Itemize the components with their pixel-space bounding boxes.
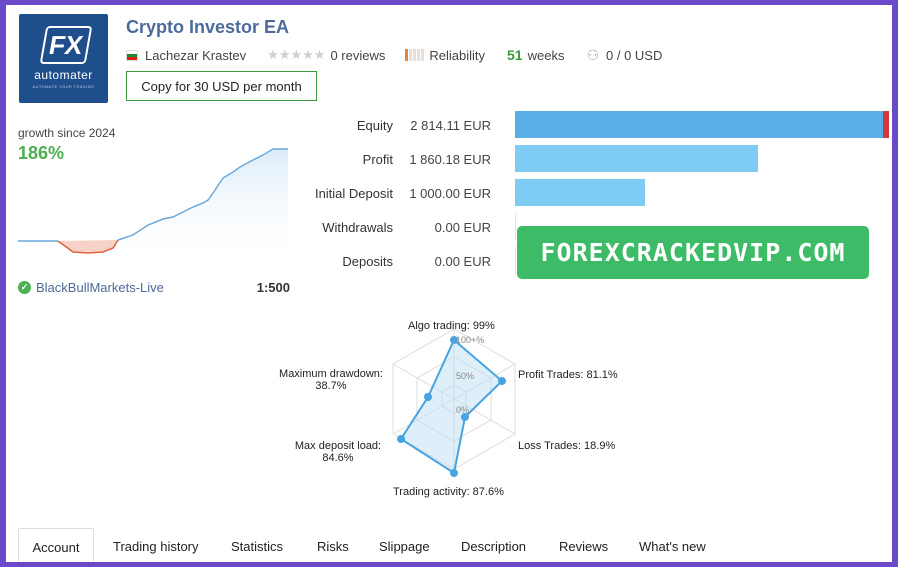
radar-label-activity: Trading activity: 87.6% [393, 486, 504, 498]
tab-slippage[interactable]: Slippage [379, 539, 430, 554]
withdrawals-value: 0.00 EUR [434, 220, 491, 235]
tab-description[interactable]: Description [461, 539, 527, 554]
logo-brand-name: automater [34, 68, 93, 82]
initial-deposit-label: Initial Deposit [314, 186, 393, 201]
deposits-value: 0.00 EUR [434, 254, 491, 269]
tab-bar: Account Trading history Statistics Risks… [18, 528, 888, 563]
reviews-count[interactable]: 0 reviews [330, 47, 386, 63]
deposits-label: Deposits [342, 254, 393, 269]
product-logo: FX automater AUTOMATE YOUR TRADING [19, 14, 108, 103]
radar-label-deposit-load: Max deposit load: 84.6% [288, 440, 388, 464]
growth-area [118, 149, 288, 265]
reliability-label: Reliability [429, 47, 486, 63]
radar-label-drawdown-line1: Maximum drawdown: [279, 368, 383, 380]
rating-stars-icon: ★★★★★ [267, 47, 326, 62]
tab-account[interactable]: Account [18, 528, 94, 562]
tab-statistics[interactable]: Statistics [231, 539, 284, 554]
equity-value: 2 814.11 EUR [410, 118, 491, 133]
equity-bar [515, 111, 883, 138]
radar-point-loss [461, 413, 469, 421]
copy-subscribe-button[interactable]: Copy for 30 USD per month [126, 71, 317, 101]
radar-point-profit [498, 377, 506, 385]
growth-value: 186% [18, 143, 65, 163]
verified-check-icon: ✓ [18, 280, 31, 294]
author-name[interactable]: Lachezar Krastev [145, 47, 247, 63]
bulgaria-flag-icon [126, 49, 138, 61]
reliability-icon [405, 49, 425, 61]
profit-value: 1 860.18 EUR [409, 152, 491, 167]
radar-label-algo: Algo trading: 99% [408, 320, 495, 332]
radar-point-drawdown [424, 393, 432, 401]
growth-line [117, 148, 288, 241]
radar-scale-0: 0% [456, 405, 469, 415]
growth-label: growth since 2024 [18, 126, 116, 140]
radar-label-deposit-load-line2: 84.6% [322, 452, 354, 464]
author-row: Lachezar Krastev ★★★★★ 0 reviews Reliabi… [126, 46, 662, 64]
radar-point-load [397, 435, 405, 443]
profit-label: Profit [362, 152, 393, 167]
tab-whats-new[interactable]: What's new [639, 539, 706, 554]
leverage-value: 1:500 [256, 279, 290, 295]
growth-drawdown-line [57, 239, 119, 254]
radar-chart: 100+% 50% 0% Algo trading: 99% Profit Tr… [270, 315, 650, 505]
radar-label-drawdown-line2: 38.7% [315, 380, 347, 392]
tab-risks[interactable]: Risks [317, 539, 349, 554]
broker-name[interactable]: BlackBullMarkets-Live [36, 279, 164, 295]
radar-label-drawdown: Maximum drawdown: 38.7% [272, 368, 390, 392]
radar-label-profit-trades: Profit Trades: 81.1% [518, 369, 618, 381]
withdrawals-label: Withdrawals [322, 220, 393, 235]
radar-label-deposit-load-line1: Max deposit load: [294, 440, 382, 452]
radar-point-activity [450, 469, 458, 477]
initial-deposit-value: 1 000.00 EUR [409, 186, 491, 201]
initial-deposit-bar [515, 179, 645, 206]
profit-bar [515, 145, 758, 172]
radar-point-algo [450, 336, 458, 344]
fx-logo-mark: FX [39, 26, 93, 64]
withdrawals-bar [515, 213, 516, 240]
deposits-bar [515, 247, 516, 274]
tab-trading-history[interactable]: Trading history [113, 539, 199, 554]
weeks-label: weeks [527, 47, 565, 63]
growth-sparkline-chart[interactable] [18, 145, 290, 265]
radar-value-area [399, 338, 504, 475]
radar-label-loss-trades: Loss Trades: 18.9% [518, 440, 616, 452]
weeks-value: 51 [507, 47, 523, 63]
subscribers-icon: ⚇ [586, 46, 600, 63]
logo-tagline: AUTOMATE YOUR TRADING [32, 84, 95, 89]
equity-label: Equity [356, 118, 393, 133]
tab-reviews[interactable]: Reviews [559, 539, 609, 554]
broker-row: ✓ BlackBullMarkets-Live 1:500 [18, 279, 290, 295]
product-title[interactable]: Crypto Investor EA [126, 17, 290, 37]
equity-bar-marker [883, 111, 889, 138]
growth-negative-area [58, 240, 118, 253]
watermark-banner: FOREXCRACKEDVIP.COM [517, 226, 869, 279]
subscribers-value: 0 / 0 USD [606, 47, 663, 63]
radar-scale-100: 100+% [456, 335, 484, 345]
radar-scale-50: 50% [456, 371, 474, 381]
